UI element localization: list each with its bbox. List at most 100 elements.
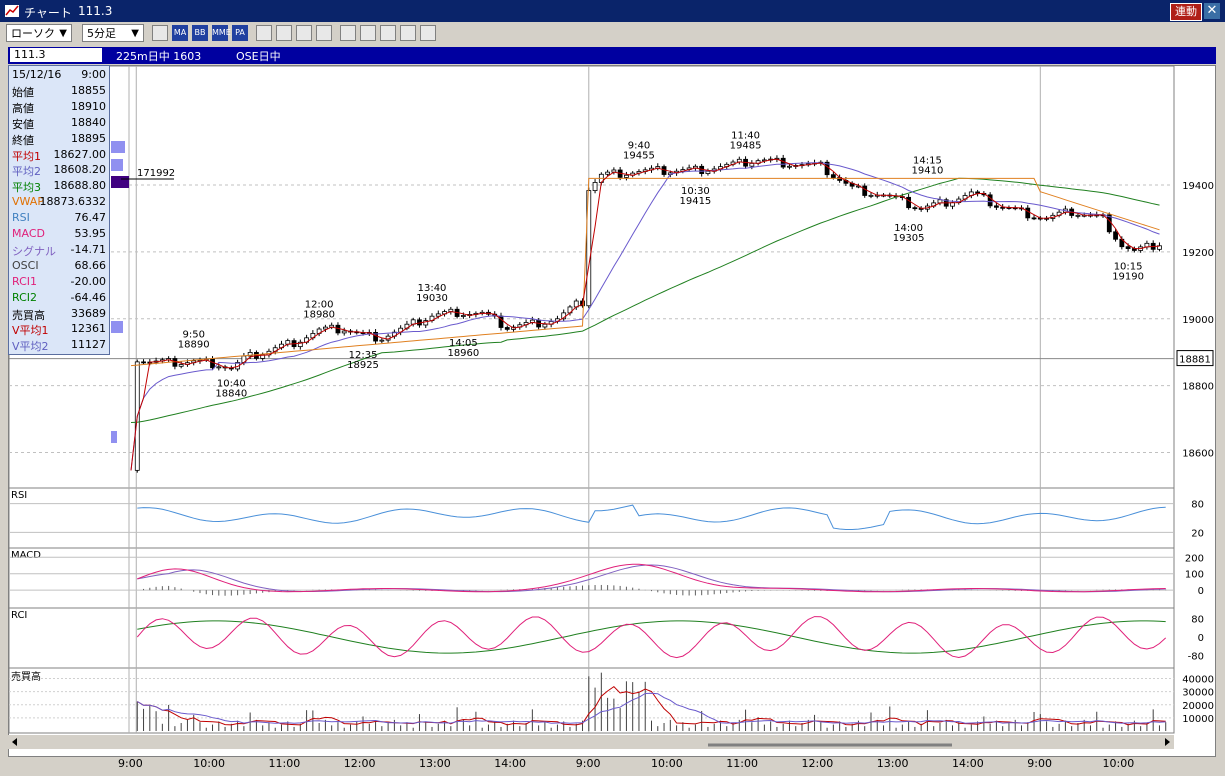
- time-tick-label: 14:00: [952, 757, 984, 770]
- annotation-value: 19415: [679, 196, 711, 207]
- info-value: -20.00: [70, 274, 106, 288]
- candle-body: [787, 165, 792, 168]
- price-tick-label: 19000: [1182, 315, 1214, 326]
- link-button[interactable]: 連動: [1170, 3, 1202, 21]
- info-label: 平均1: [12, 149, 41, 163]
- mme-icon[interactable]: MME: [212, 25, 231, 41]
- volume-profile-bar: [111, 141, 125, 153]
- info-value: 18910: [71, 99, 106, 113]
- search-chart-icon[interactable]: [400, 25, 416, 41]
- info-value: 18608.20: [53, 163, 107, 177]
- annotation-time: 12:00: [305, 299, 334, 310]
- candle-body: [341, 330, 347, 334]
- info-row: 15/12/16 9:00: [12, 68, 108, 85]
- ma-icon[interactable]: MA: [172, 25, 188, 41]
- macd-line: [137, 563, 1166, 593]
- macd-tick-label: 200: [1185, 553, 1204, 564]
- candle-body: [586, 190, 592, 307]
- info-value: 11127: [71, 338, 106, 352]
- horizontal-scrollbar[interactable]: [8, 735, 1174, 749]
- info-label: V平均1: [12, 324, 49, 338]
- info-label: 高値: [12, 101, 34, 115]
- info-row: RCI2 -64.46: [12, 291, 108, 308]
- symbol-field[interactable]: 111.3: [10, 48, 102, 62]
- macd-tick-label: 0: [1198, 586, 1204, 597]
- info-value: 18627.00: [53, 147, 107, 161]
- info-label: シグナル: [12, 244, 56, 258]
- info-label: 売買高: [12, 308, 45, 322]
- rsi-panel-label: RSI: [11, 490, 27, 501]
- close-button[interactable]: ✕: [1204, 3, 1220, 19]
- info-row: 安値 18840: [12, 116, 108, 133]
- annotation-time: 14:15: [913, 156, 942, 167]
- time-tick-label: 10:00: [193, 757, 225, 770]
- cursor-icon[interactable]: [360, 25, 376, 41]
- annotation-time: 10:40: [217, 378, 246, 389]
- vwap-line: [130, 177, 1160, 367]
- candle-body: [423, 320, 429, 326]
- candle-body: [987, 194, 993, 207]
- scroll-left-arrow-icon[interactable]: [12, 738, 17, 746]
- info-row: 高値 18910: [12, 100, 108, 117]
- info-label: 安値: [12, 117, 34, 131]
- annotation-time: 11:40: [731, 131, 760, 142]
- chart-svg[interactable]: 19400 19200 19000 18800 18600 18881 171992 9:50…: [9, 66, 1215, 756]
- info-row: VWAP 18873.6332: [12, 195, 108, 212]
- magnify-icon[interactable]: [296, 25, 312, 41]
- chart-settings-icon[interactable]: [152, 25, 168, 41]
- candle-body: [178, 364, 184, 367]
- info-value: 18873.6332: [39, 195, 106, 209]
- scrollbar-svg[interactable]: [8, 735, 1174, 749]
- candle-body: [749, 163, 755, 167]
- candle-body: [141, 361, 146, 364]
- annotation-value: 18980: [303, 309, 335, 320]
- zoom-chart-icon[interactable]: [276, 25, 292, 41]
- annotation-value: 18890: [178, 340, 210, 351]
- window-symbol: 111.3: [78, 4, 113, 18]
- rci-tick-label: 0: [1198, 633, 1204, 644]
- bb-icon[interactable]: BB: [192, 25, 208, 41]
- candle-body: [1113, 231, 1118, 240]
- rci1-line: [136, 616, 1167, 659]
- grid-icon[interactable]: [316, 25, 332, 41]
- line-chart-icon[interactable]: [256, 25, 272, 41]
- annotation-value: 18925: [347, 360, 379, 371]
- candle-body: [435, 313, 441, 317]
- ma3-line: [130, 177, 1160, 423]
- candle-body: [605, 171, 611, 175]
- volume-panel-label: 売買高: [11, 670, 41, 683]
- rci2-line: [137, 620, 1166, 654]
- info-label: RCI2: [12, 290, 38, 304]
- price-tick-label: 18600: [1182, 449, 1214, 460]
- chart-type-select[interactable]: ローソク ▼: [6, 24, 72, 42]
- scroll-right-arrow-icon[interactable]: [1165, 738, 1170, 746]
- info-label: RCI1: [12, 274, 38, 288]
- annotation-time: 14:00: [894, 223, 923, 234]
- info-label: 平均3: [12, 181, 41, 195]
- annotation-value: 19305: [893, 233, 925, 244]
- info-label: 平均2: [12, 165, 41, 179]
- draw-line-icon[interactable]: [420, 25, 436, 41]
- chart-area[interactable]: 19400 19200 19000 18800 18600 18881 171992 9:50…: [8, 65, 1216, 757]
- chart-subtitle: 225m日中 1603: [116, 50, 202, 63]
- current-price-box: [1176, 350, 1214, 367]
- candle-body: [210, 358, 215, 369]
- interval-select[interactable]: 5分足 ▼: [82, 24, 144, 42]
- rsi-tick-label: 20: [1191, 528, 1204, 539]
- pa-icon[interactable]: PA: [232, 25, 248, 41]
- annotation-time: 9:50: [182, 330, 204, 341]
- pen-icon[interactable]: [340, 25, 356, 41]
- candle-body: [504, 327, 510, 330]
- annotation-time: 14:05: [449, 338, 478, 349]
- eraser-icon[interactable]: [380, 25, 396, 41]
- info-row: V平均2 11127: [12, 338, 108, 355]
- volume-profile-bar: [111, 159, 123, 171]
- info-row: 売買高 33689: [12, 307, 108, 324]
- info-label: 終値: [12, 133, 34, 147]
- time-tick-label: 9:00: [575, 757, 601, 770]
- chart-source: OSE日中: [236, 50, 281, 63]
- time-tick-label: 10:00: [1102, 757, 1135, 770]
- macd-panel-label: MACD: [11, 550, 41, 561]
- time-tick-label: 9:00: [118, 757, 143, 770]
- info-value: 68.66: [74, 258, 107, 272]
